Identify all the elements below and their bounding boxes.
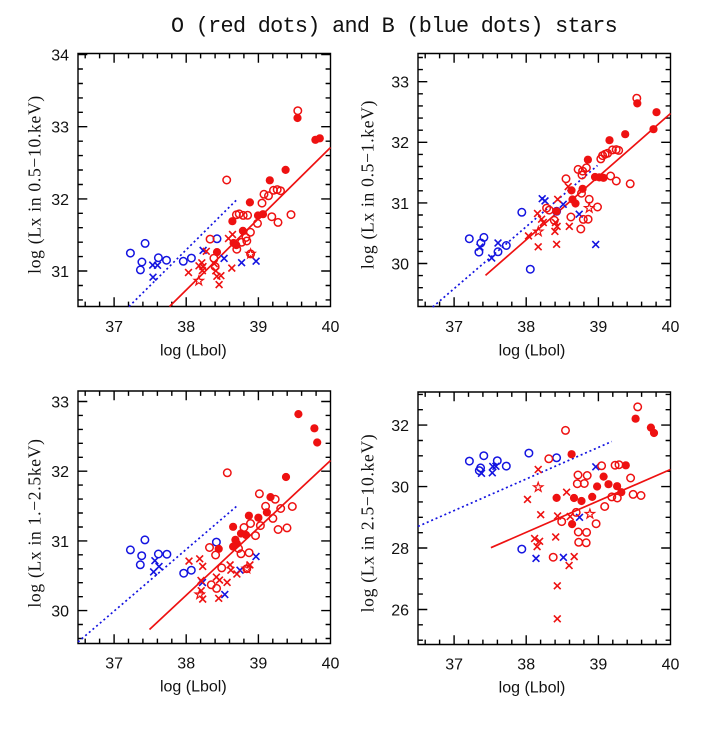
svg-text:log (Lbol): log (Lbol) — [499, 680, 566, 697]
svg-text:30: 30 — [391, 480, 409, 497]
svg-text:31: 31 — [51, 534, 69, 551]
svg-text:log (Lx in 0.5−10.keV): log (Lx in 0.5−10.keV) — [24, 95, 44, 274]
svg-text:32: 32 — [51, 464, 69, 481]
svg-text:33: 33 — [51, 120, 69, 137]
svg-text:37: 37 — [445, 657, 463, 674]
svg-text:32: 32 — [391, 418, 409, 435]
svg-text:39: 39 — [250, 656, 268, 673]
svg-text:30: 30 — [391, 256, 409, 273]
svg-text:37: 37 — [105, 319, 123, 336]
svg-text:38: 38 — [517, 319, 535, 336]
svg-text:34: 34 — [51, 48, 69, 65]
svg-text:38: 38 — [517, 657, 535, 674]
svg-text:30: 30 — [51, 604, 69, 621]
svg-text:log (Lbol): log (Lbol) — [160, 343, 227, 360]
svg-text:38: 38 — [177, 319, 195, 336]
svg-text:33: 33 — [51, 394, 69, 411]
svg-text:39: 39 — [590, 319, 608, 336]
svg-text:log (Lx in 2.5−10.keV): log (Lx in 2.5−10.keV) — [358, 434, 378, 613]
svg-text:37: 37 — [445, 319, 463, 336]
svg-text:32: 32 — [51, 192, 69, 209]
svg-text:log (Lbol): log (Lbol) — [499, 343, 566, 360]
svg-text:log (Lbol): log (Lbol) — [160, 679, 227, 696]
svg-text:40: 40 — [322, 656, 340, 673]
svg-text:40: 40 — [662, 657, 680, 674]
svg-text:26: 26 — [391, 602, 409, 619]
svg-text:40: 40 — [322, 319, 340, 336]
svg-text:38: 38 — [177, 656, 195, 673]
svg-text:log (Lx in 0.5−1.keV): log (Lx in 0.5−1.keV) — [358, 100, 378, 269]
svg-text:28: 28 — [391, 541, 409, 558]
svg-text:log (Lx in 1.−2.5keV): log (Lx in 1.−2.5keV) — [24, 438, 44, 607]
svg-text:40: 40 — [662, 319, 680, 336]
svg-text:31: 31 — [51, 264, 69, 281]
svg-text:32: 32 — [391, 135, 409, 152]
svg-text:39: 39 — [250, 319, 268, 336]
svg-text:37: 37 — [105, 656, 123, 673]
svg-text:31: 31 — [391, 196, 409, 213]
svg-text:39: 39 — [590, 657, 608, 674]
svg-text:33: 33 — [391, 75, 409, 92]
svg-text:O (red dots) and B (blue dots): O (red dots) and B (blue dots) stars — [171, 14, 617, 39]
